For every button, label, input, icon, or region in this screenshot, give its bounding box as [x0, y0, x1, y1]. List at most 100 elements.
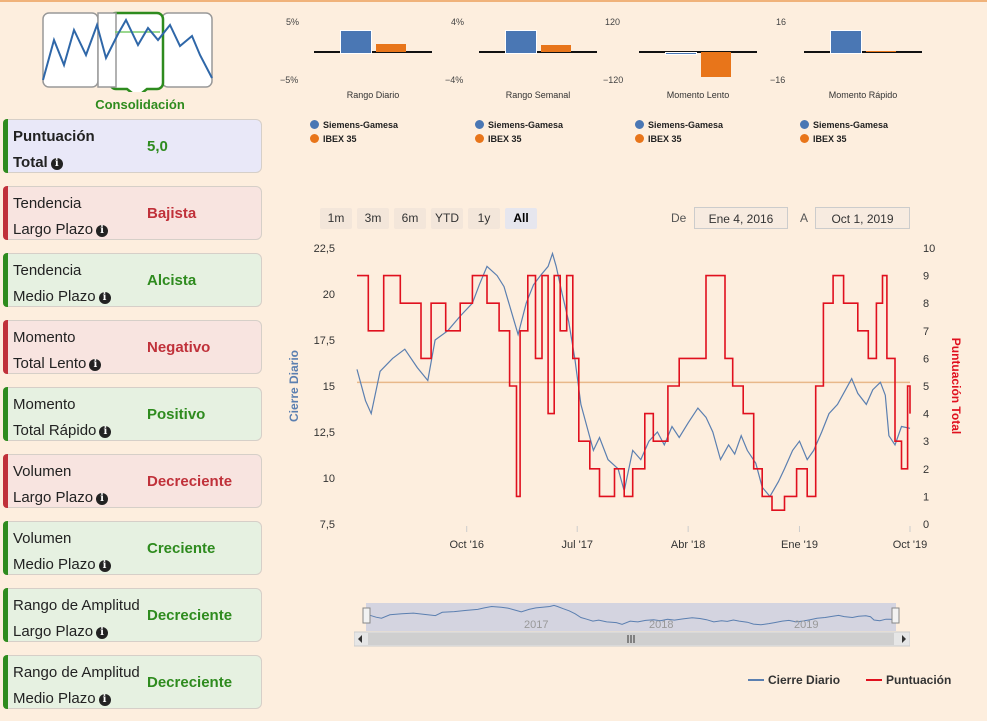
info-icon[interactable]: i: [98, 292, 111, 304]
mini-legend-label: IBEX 35: [323, 134, 357, 144]
card-amplitud-medio[interactable]: Rango de Amplitud Medio Plazo i Decreciente: [3, 655, 262, 709]
card-title: Puntuación: [13, 128, 95, 145]
mini-zero-line: [804, 51, 922, 53]
mini-bar-siemens[interactable]: [340, 29, 372, 54]
mini-legend-ibex[interactable]: IBEX 35: [800, 134, 847, 144]
card-subtitle-row: Medio Plazo i: [13, 288, 111, 305]
card-tendencia-medio[interactable]: Tendencia Medio Plazo i Alcista: [3, 253, 262, 307]
mini-legend-siemens[interactable]: Siemens-Gamesa: [310, 120, 398, 130]
y2-tick-label: 3: [923, 436, 929, 448]
mini-axis-bottom: −4%: [445, 75, 464, 85]
mini-chart-3: 16 −16 Momento Rápido Siemens-Gamesa IBEX 35: [770, 15, 922, 150]
x-tick-label: Oct '19: [893, 539, 928, 551]
card-subtitle-row: Total Lento i: [13, 355, 102, 372]
y2-tick-label: 2: [923, 464, 929, 476]
card-accent-bar: [3, 521, 8, 575]
from-date-input[interactable]: Ene 4, 2016: [694, 207, 788, 229]
navigator-right-handle[interactable]: [891, 607, 900, 624]
card-momento-rapido[interactable]: Momento Total Rápido i Positivo: [3, 387, 262, 441]
mini-legend-label: IBEX 35: [488, 134, 522, 144]
y-tick-label: 10: [323, 473, 335, 485]
dot-icon: [800, 120, 809, 129]
card-value: Positivo: [147, 406, 206, 423]
mini-bar-ibex[interactable]: [376, 44, 406, 52]
card-value: Bajista: [147, 205, 197, 222]
card-puntuacion[interactable]: Puntuación Total i 5,0: [3, 119, 262, 173]
range-button-3m[interactable]: 3m: [357, 208, 389, 229]
mini-legend-siemens[interactable]: Siemens-Gamesa: [635, 120, 723, 130]
card-subtitle-row: Largo Plazo i: [13, 221, 109, 238]
card-value: Alcista: [147, 272, 197, 289]
legend-item-puntuacion[interactable]: Puntuación: [866, 673, 951, 687]
scroll-right-icon[interactable]: [902, 635, 906, 643]
info-icon[interactable]: i: [98, 694, 111, 706]
card-title: Momento: [13, 329, 76, 346]
card-value: Creciente: [147, 540, 216, 557]
dot-icon: [635, 120, 644, 129]
info-icon[interactable]: i: [89, 359, 102, 371]
mini-zero-line: [314, 51, 432, 53]
dot-icon: [475, 134, 484, 143]
card-title: Rango de Amplitud: [13, 597, 140, 614]
range-button-1y[interactable]: 1y: [468, 208, 500, 229]
scrollbar-grip-icon: [627, 635, 635, 643]
mini-axis-top: 120: [605, 17, 621, 27]
card-value: 5,0: [147, 138, 168, 155]
mini-legend-ibex[interactable]: IBEX 35: [475, 134, 522, 144]
dot-icon: [310, 134, 319, 143]
mini-bar-siemens[interactable]: [830, 30, 862, 54]
card-subtitle: Largo Plazo: [13, 221, 94, 238]
range-button-all[interactable]: All: [505, 208, 537, 229]
legend-label-cierre: Cierre Diario: [768, 673, 841, 687]
info-icon[interactable]: i: [98, 560, 111, 572]
pattern-logo: [40, 10, 216, 99]
mini-bar-ibex[interactable]: [701, 52, 731, 78]
info-icon[interactable]: i: [96, 225, 109, 237]
card-value: Negativo: [147, 339, 211, 356]
mini-axis-top: 16: [776, 17, 787, 27]
y2-tick-label: 9: [923, 271, 929, 283]
card-accent-bar: [3, 119, 8, 173]
navigator-mask[interactable]: [366, 603, 896, 631]
dot-icon: [310, 120, 319, 129]
card-subtitle-row: Largo Plazo i: [13, 489, 109, 506]
mini-bar-siemens[interactable]: [665, 52, 697, 56]
card-subtitle: Medio Plazo: [13, 556, 96, 573]
navigator-left-handle[interactable]: [362, 607, 371, 624]
card-amplitud-largo[interactable]: Rango de Amplitud Largo Plazo i Decreciente: [3, 588, 262, 642]
legend-label-puntuacion: Puntuación: [886, 673, 952, 687]
y2-tick-label: 8: [923, 298, 929, 310]
mini-legend-ibex[interactable]: IBEX 35: [635, 134, 682, 144]
info-icon[interactable]: i: [99, 426, 112, 438]
info-icon[interactable]: i: [50, 158, 63, 170]
mini-axis-top: 4%: [451, 17, 465, 27]
legend-item-cierre[interactable]: Cierre Diario: [748, 673, 840, 687]
card-accent-bar: [3, 588, 8, 642]
mini-chart-title: Rango Diario: [346, 90, 400, 100]
info-icon[interactable]: i: [96, 627, 109, 639]
mini-legend-siemens[interactable]: Siemens-Gamesa: [475, 120, 563, 130]
mini-legend-ibex[interactable]: IBEX 35: [310, 134, 357, 144]
mini-bar-ibex[interactable]: [866, 51, 896, 52]
range-button-1m[interactable]: 1m: [320, 208, 352, 229]
mini-bar-ibex[interactable]: [541, 45, 571, 52]
info-icon[interactable]: i: [96, 493, 109, 505]
card-subtitle: Largo Plazo: [13, 623, 94, 640]
range-button-6m[interactable]: 6m: [394, 208, 426, 229]
legend-swatch-cierre: [748, 679, 764, 681]
mini-legend-label: Siemens-Gamesa: [648, 120, 724, 130]
mini-legend-siemens[interactable]: Siemens-Gamesa: [800, 120, 888, 130]
card-value: Decreciente: [147, 473, 233, 490]
mini-axis-top: 5%: [286, 17, 300, 27]
card-subtitle: Medio Plazo: [13, 288, 96, 305]
to-date-input[interactable]: Oct 1, 2019: [815, 207, 910, 229]
card-tendencia-largo[interactable]: Tendencia Largo Plazo i Bajista: [3, 186, 262, 240]
scroll-left-icon[interactable]: [358, 635, 362, 643]
card-volumen-medio[interactable]: Volumen Medio Plazo i Creciente: [3, 521, 262, 575]
card-momento-lento[interactable]: Momento Total Lento i Negativo: [3, 320, 262, 374]
card-volumen-largo[interactable]: Volumen Largo Plazo i Decreciente: [3, 454, 262, 508]
y2-axis-title: Puntuación Total: [949, 338, 963, 434]
range-button-ytd[interactable]: YTD: [431, 208, 463, 229]
navigator[interactable]: 2017 2018 2019: [354, 603, 910, 648]
mini-bar-siemens[interactable]: [505, 29, 537, 54]
